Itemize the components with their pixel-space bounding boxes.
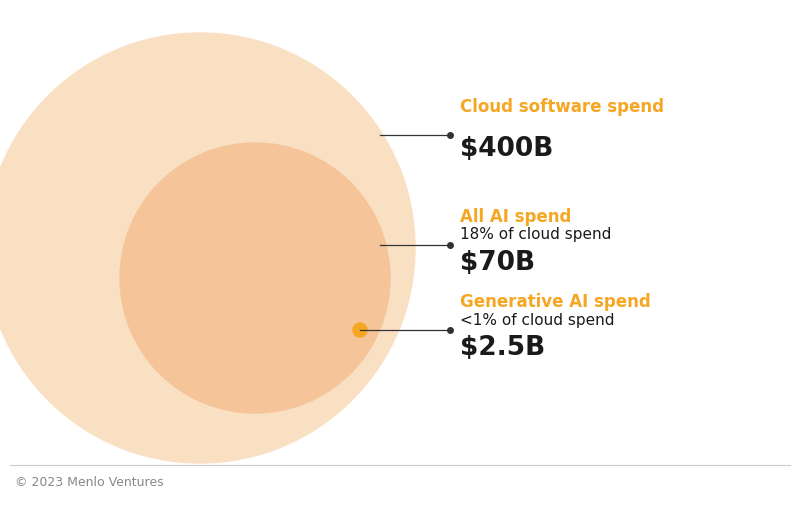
Text: All AI spend: All AI spend bbox=[460, 208, 571, 226]
Text: 18% of cloud spend: 18% of cloud spend bbox=[460, 227, 611, 243]
Circle shape bbox=[120, 143, 390, 413]
Text: $2.5B: $2.5B bbox=[460, 335, 546, 361]
Text: Cloud software spend: Cloud software spend bbox=[460, 98, 664, 116]
Text: $70B: $70B bbox=[460, 250, 535, 276]
Circle shape bbox=[0, 33, 415, 463]
Text: Generative AI spend: Generative AI spend bbox=[460, 293, 650, 311]
Text: <1% of cloud spend: <1% of cloud spend bbox=[460, 312, 614, 327]
Text: $400B: $400B bbox=[460, 136, 554, 162]
Text: © 2023 Menlo Ventures: © 2023 Menlo Ventures bbox=[15, 477, 164, 489]
Circle shape bbox=[353, 323, 367, 337]
